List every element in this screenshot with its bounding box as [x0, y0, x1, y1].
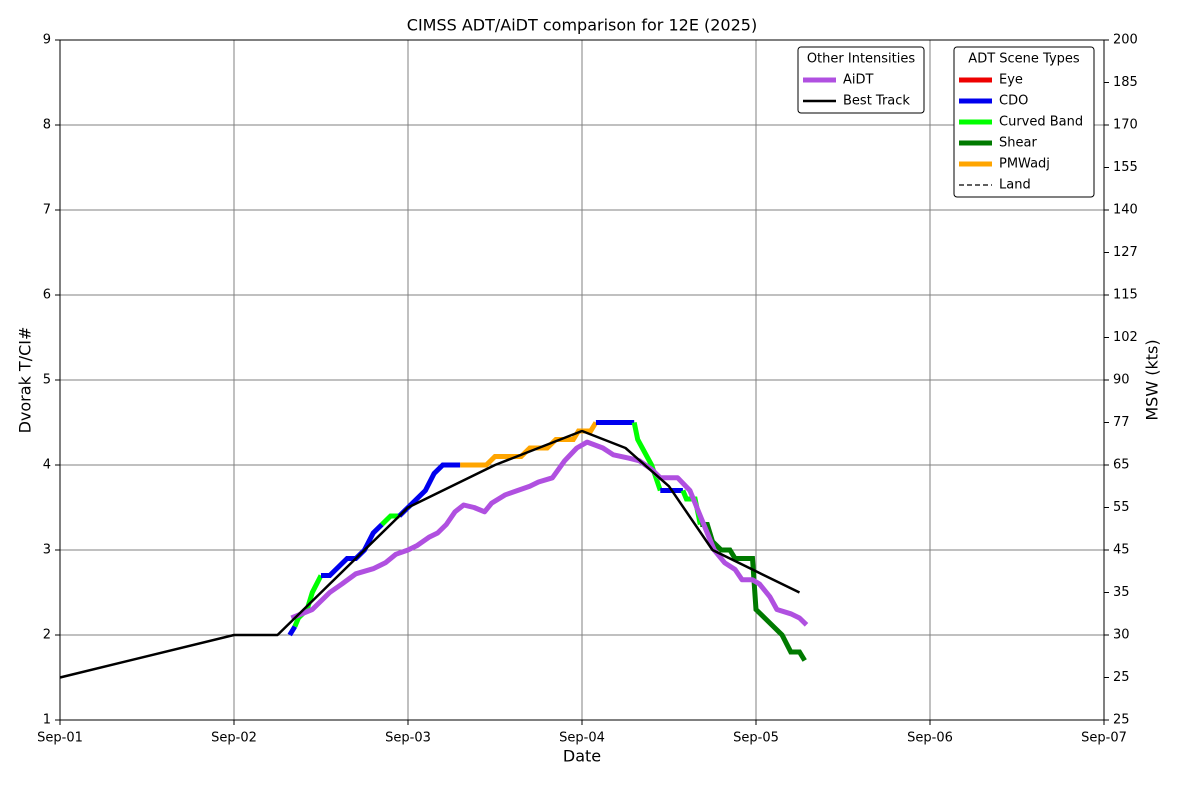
- x-axis-label: Date: [563, 747, 601, 766]
- y2-tick-label: 25: [1113, 670, 1130, 685]
- y2-tick-label: 35: [1113, 585, 1130, 600]
- y-tick-label: 2: [43, 628, 51, 643]
- y-tick-label: 9: [43, 33, 51, 48]
- y2-tick-label: 127: [1113, 245, 1138, 260]
- y-tick-label: 7: [43, 203, 51, 218]
- adt-line: [631, 421, 663, 492]
- y-tick-label: 5: [43, 373, 51, 388]
- y2-tick-label: 102: [1113, 330, 1138, 345]
- chart-title: CIMSS ADT/AiDT comparison for 12E (2025): [407, 16, 757, 35]
- y2-tick-label: 77: [1113, 415, 1130, 430]
- x-tick-label: Sep-02: [211, 731, 257, 746]
- y2-tick-label: 140: [1113, 203, 1138, 218]
- y-tick-label: 6: [43, 288, 51, 303]
- y-tick-label: 1: [43, 713, 51, 728]
- x-tick-label: Sep-03: [385, 731, 431, 746]
- y2-tick-label: 115: [1113, 288, 1138, 303]
- legend-label: PMWadj: [999, 157, 1050, 172]
- legend-label: Curved Band: [999, 115, 1083, 130]
- legends: Other Intensities AiDT Best Track ADT Scene…: [797, 46, 1095, 198]
- adt-line: [380, 513, 400, 527]
- x-tick-label: Sep-05: [733, 731, 779, 746]
- x-tick-label: Sep-04: [559, 731, 605, 746]
- y2-tick-label: 65: [1113, 458, 1130, 473]
- y2-tick-label: 155: [1113, 160, 1138, 175]
- legend-label: Shear: [999, 136, 1037, 151]
- y2-tick-label: 90: [1113, 373, 1130, 388]
- legend-title: ADT Scene Types: [968, 52, 1080, 67]
- x-tick-label: Sep-06: [907, 731, 953, 746]
- y2-tick-label: 55: [1113, 500, 1130, 515]
- legend-box: [953, 46, 1095, 198]
- y2-axis-label: MSW (kts): [1143, 339, 1162, 420]
- y-tick-label: 4: [43, 458, 51, 473]
- x-tick-label: Sep-07: [1081, 731, 1127, 746]
- legend-label: Eye: [999, 73, 1023, 88]
- y2-tick-label: 45: [1113, 543, 1130, 558]
- adt-line: [287, 625, 298, 637]
- y-tick-label: 3: [43, 543, 51, 558]
- legend-label: Land: [999, 178, 1031, 193]
- series-line: [59, 429, 801, 679]
- legend-title: Other Intensities: [807, 52, 916, 67]
- y2-tick-label: 200: [1113, 33, 1138, 48]
- legend-label: Best Track: [843, 94, 910, 109]
- legend-label: CDO: [999, 94, 1028, 109]
- y-tick-label: 8: [43, 118, 51, 133]
- y-axis-label: Dvorak T/CI#: [16, 327, 35, 434]
- y2-tick-label: 30: [1113, 628, 1130, 643]
- y2-tick-label: 170: [1113, 118, 1138, 133]
- y2-tick-label: 25: [1113, 713, 1130, 728]
- adt-line: [321, 522, 384, 578]
- x-tick-label: Sep-01: [37, 731, 83, 746]
- legend-box: [797, 46, 925, 114]
- y2-tick-label: 185: [1113, 75, 1138, 90]
- marks: [59, 420, 809, 679]
- legend-label: AiDT: [843, 73, 874, 88]
- series-line: [290, 439, 809, 627]
